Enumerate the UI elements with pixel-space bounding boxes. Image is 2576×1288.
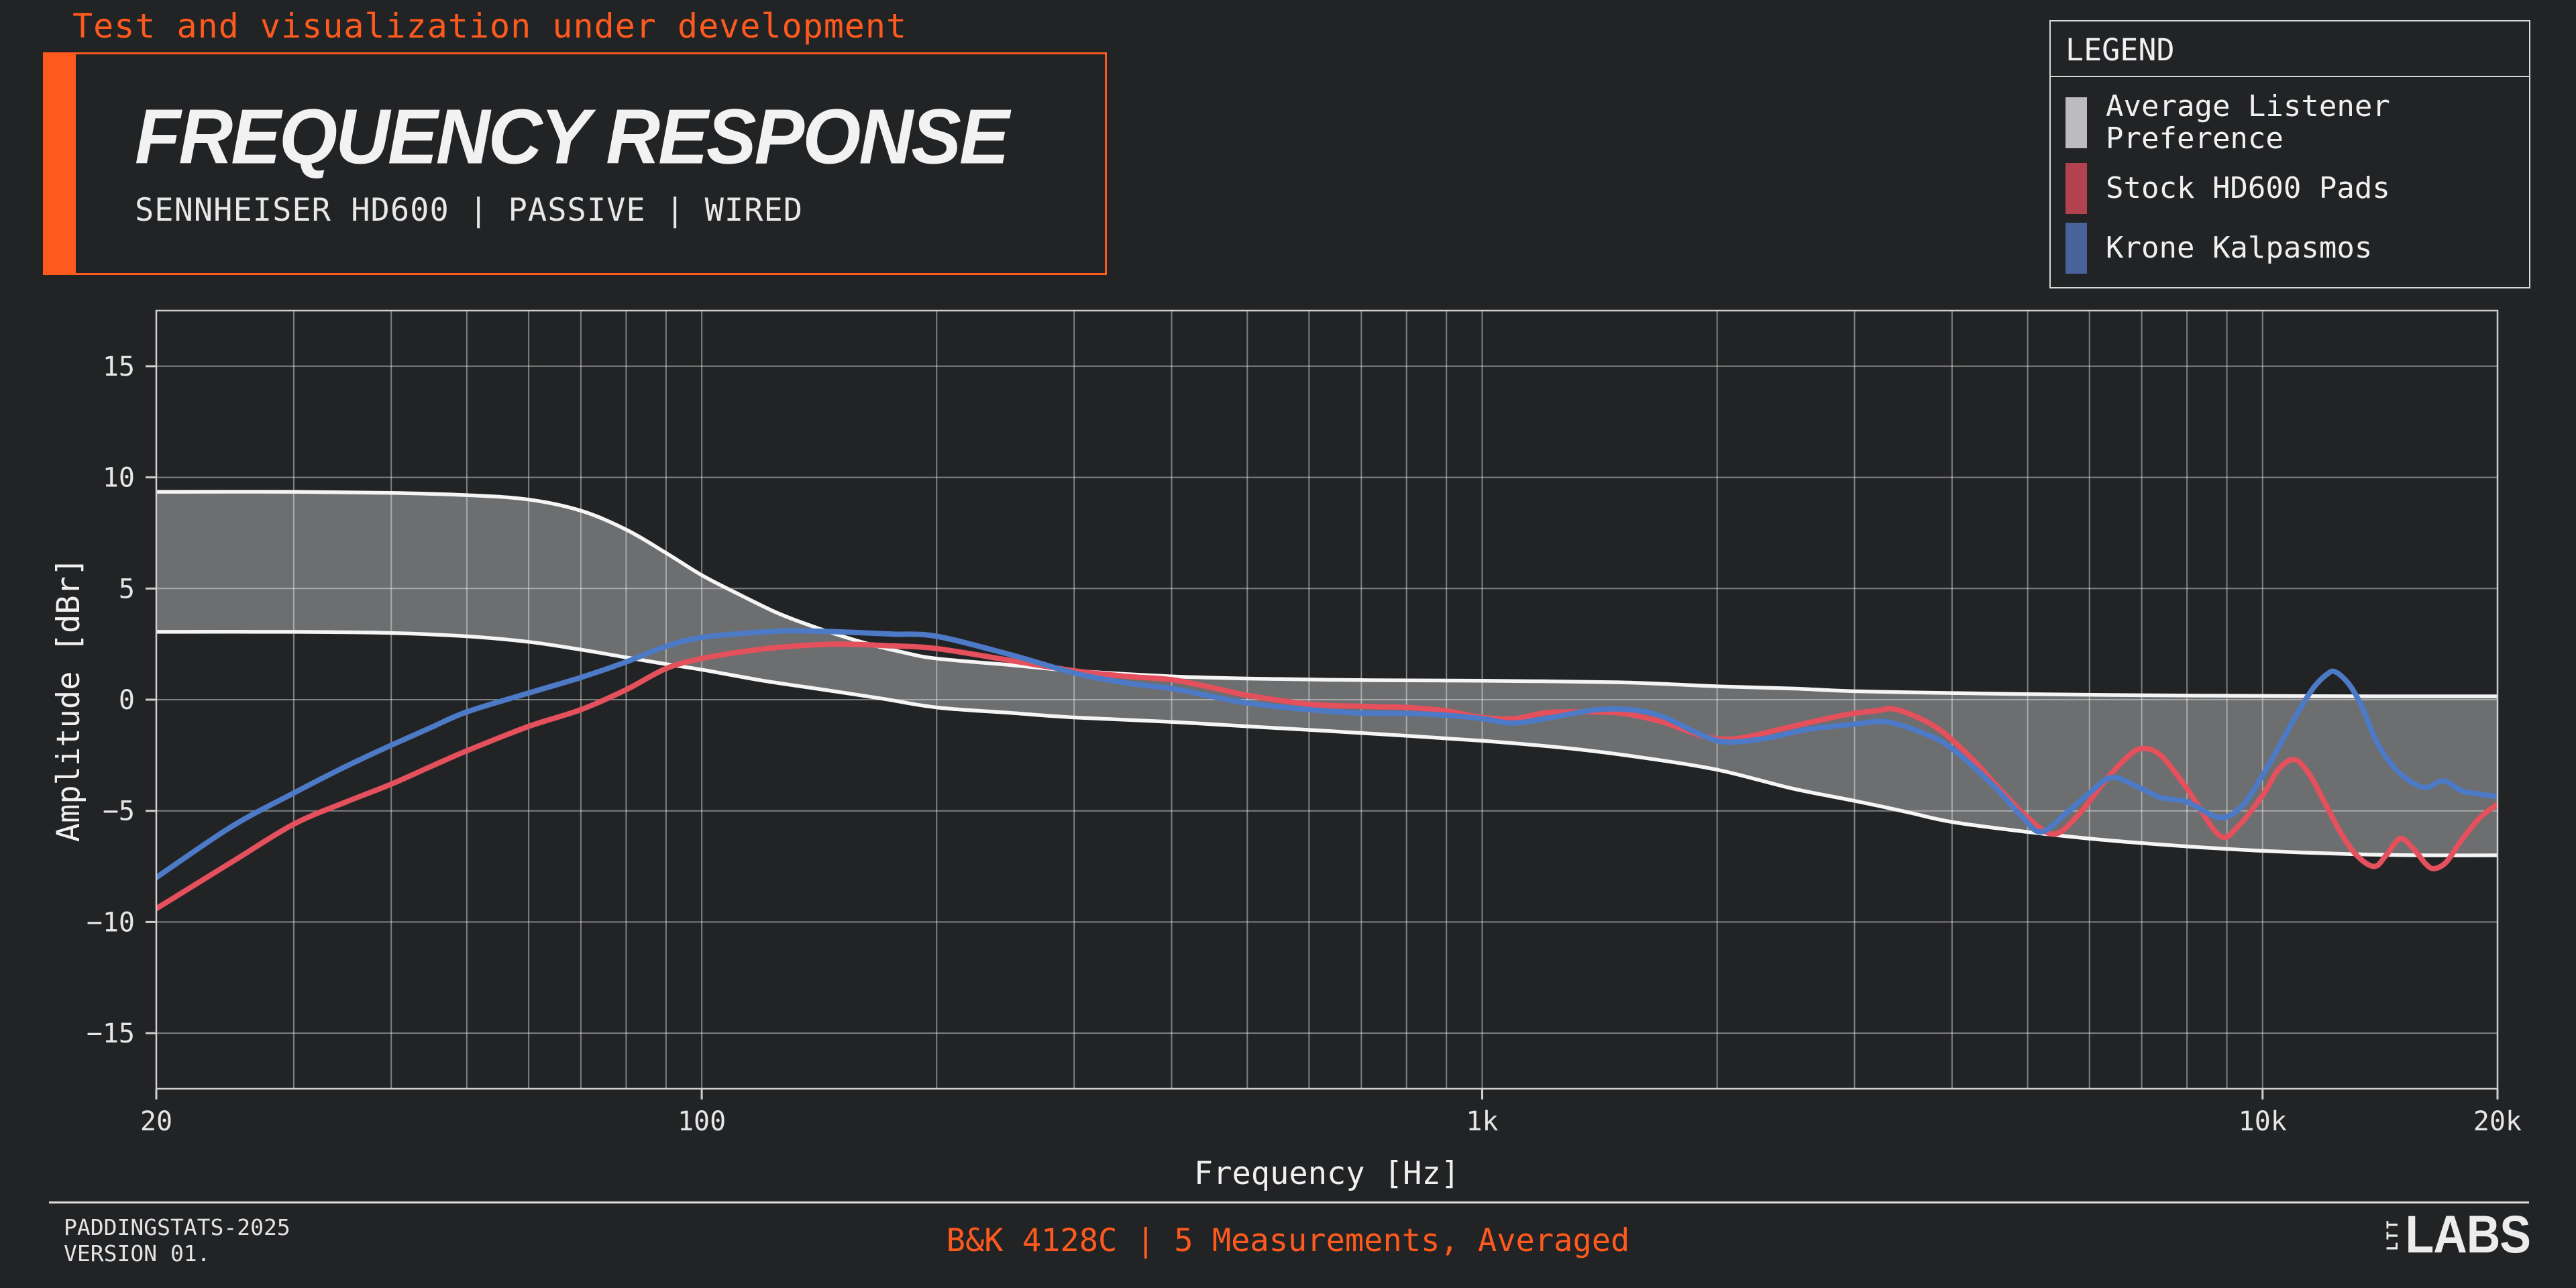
y-axis-label: Amplitude [dBr]: [50, 557, 87, 842]
krone-kalpasmos-curve: [156, 628, 2498, 881]
footer-version-info: PADDINGSTATS-2025 VERSION 01.: [64, 1214, 290, 1267]
stock-swatch-icon: [2065, 163, 2087, 215]
legend-body: Average Listener Preference Stock HD600 …: [2051, 77, 2529, 287]
legend-label: Average Listener Preference: [2106, 89, 2390, 156]
footer-divider: [49, 1201, 2529, 1203]
title-accent-bar: [43, 52, 74, 275]
ltt-labs-logo: LTT LABS: [2377, 1205, 2531, 1263]
title-box: FREQUENCY RESPONSE SENNHEISER HD600 | PA…: [74, 52, 1107, 275]
preference-band-lower-edge: [156, 630, 2498, 857]
x-tick-label: 20k: [2473, 1106, 2522, 1137]
x-tick-label: 10k: [2239, 1106, 2287, 1137]
labs-logo-text: LABS: [2405, 1205, 2531, 1264]
y-tick-label: 0: [119, 685, 135, 716]
x-tick-label: 1k: [1466, 1106, 1498, 1137]
grid: [156, 311, 2498, 1089]
legend-title: LEGEND: [2051, 21, 2529, 77]
footer-version: VERSION 01.: [64, 1240, 211, 1267]
band-swatch-icon: [2065, 97, 2087, 148]
y-tick-label: 5: [119, 574, 135, 604]
legend-item-krone-kalpasmos: Krone Kalpasmos: [2065, 222, 2529, 274]
preference-band-fill: [156, 491, 2498, 856]
tick-labels: 20 100 1k 10k 20k 15 10 5 0 −5 −10 −15: [87, 352, 2522, 1137]
krone-swatch-icon: [2065, 222, 2087, 274]
y-tick-label: 15: [103, 352, 135, 382]
page-subtitle: SENNHEISER HD600 | PASSIVE | WIRED: [135, 191, 804, 229]
y-tick-label: −15: [87, 1018, 135, 1049]
legend-item-stock-hd600-pads: Stock HD600 Pads: [2065, 163, 2529, 215]
axis-ticks: [146, 365, 2499, 1099]
y-tick-label: −10: [87, 907, 135, 938]
x-tick-label: 100: [678, 1106, 726, 1137]
y-tick-label: 10: [103, 463, 135, 494]
y-tick-label: −5: [103, 796, 135, 827]
x-axis-label: Frequency [Hz]: [1194, 1155, 1460, 1192]
legend: LEGEND Average Listener Preference Stock…: [2049, 20, 2530, 288]
x-tick-label: 20: [140, 1106, 172, 1137]
dev-status-note: Test and visualization under development: [72, 7, 908, 46]
legend-label: Stock HD600 Pads: [2106, 171, 2390, 206]
footer-stats-id: PADDINGSTATS-2025: [64, 1214, 290, 1240]
legend-item-average-listener-preference: Average Listener Preference: [2065, 91, 2529, 154]
ltt-logo-vertical-text: LTT: [2384, 1218, 2402, 1251]
page-title: FREQUENCY RESPONSE: [135, 92, 1010, 180]
measurement-info: B&K 4128C | 5 Measurements, Averaged: [946, 1222, 1630, 1259]
legend-label: Krone Kalpasmos: [2106, 230, 2373, 265]
